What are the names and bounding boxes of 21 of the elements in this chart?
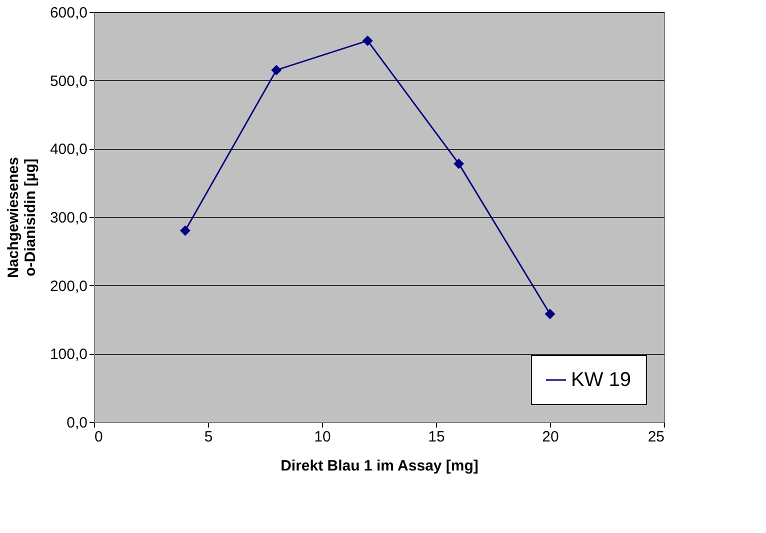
point (544, 308, 556, 320)
y-tick-label: 0,0 (66, 414, 88, 432)
x-tick-label: 10 (314, 428, 331, 446)
y-tick-label: 600,0 (50, 4, 88, 22)
y-tick-label: 400,0 (50, 141, 88, 158)
y-tick-label: 100,0 (50, 346, 88, 364)
point (362, 35, 373, 46)
point (180, 225, 190, 236)
x-tick-label: 0 (94, 428, 103, 446)
point (271, 64, 282, 76)
x-tick-label: 15 (428, 428, 445, 446)
point (454, 158, 464, 169)
y-tick-label: 300,0 (50, 210, 88, 226)
y-tick-label: 500,0 (50, 72, 88, 90)
y-axis-title: Nachgewiesenes o-Dianisidin [µg] (4, 157, 39, 278)
x-tick-label: 25 (648, 428, 664, 446)
x-tick-label: 5 (204, 428, 213, 446)
x-axis-title: Direkt Blau 1 im Assay [mg] (280, 458, 478, 474)
x-tick-label: 20 (542, 428, 559, 446)
legend-label: KW 19 (571, 369, 632, 391)
y-tick-label: 200,0 (50, 278, 88, 295)
